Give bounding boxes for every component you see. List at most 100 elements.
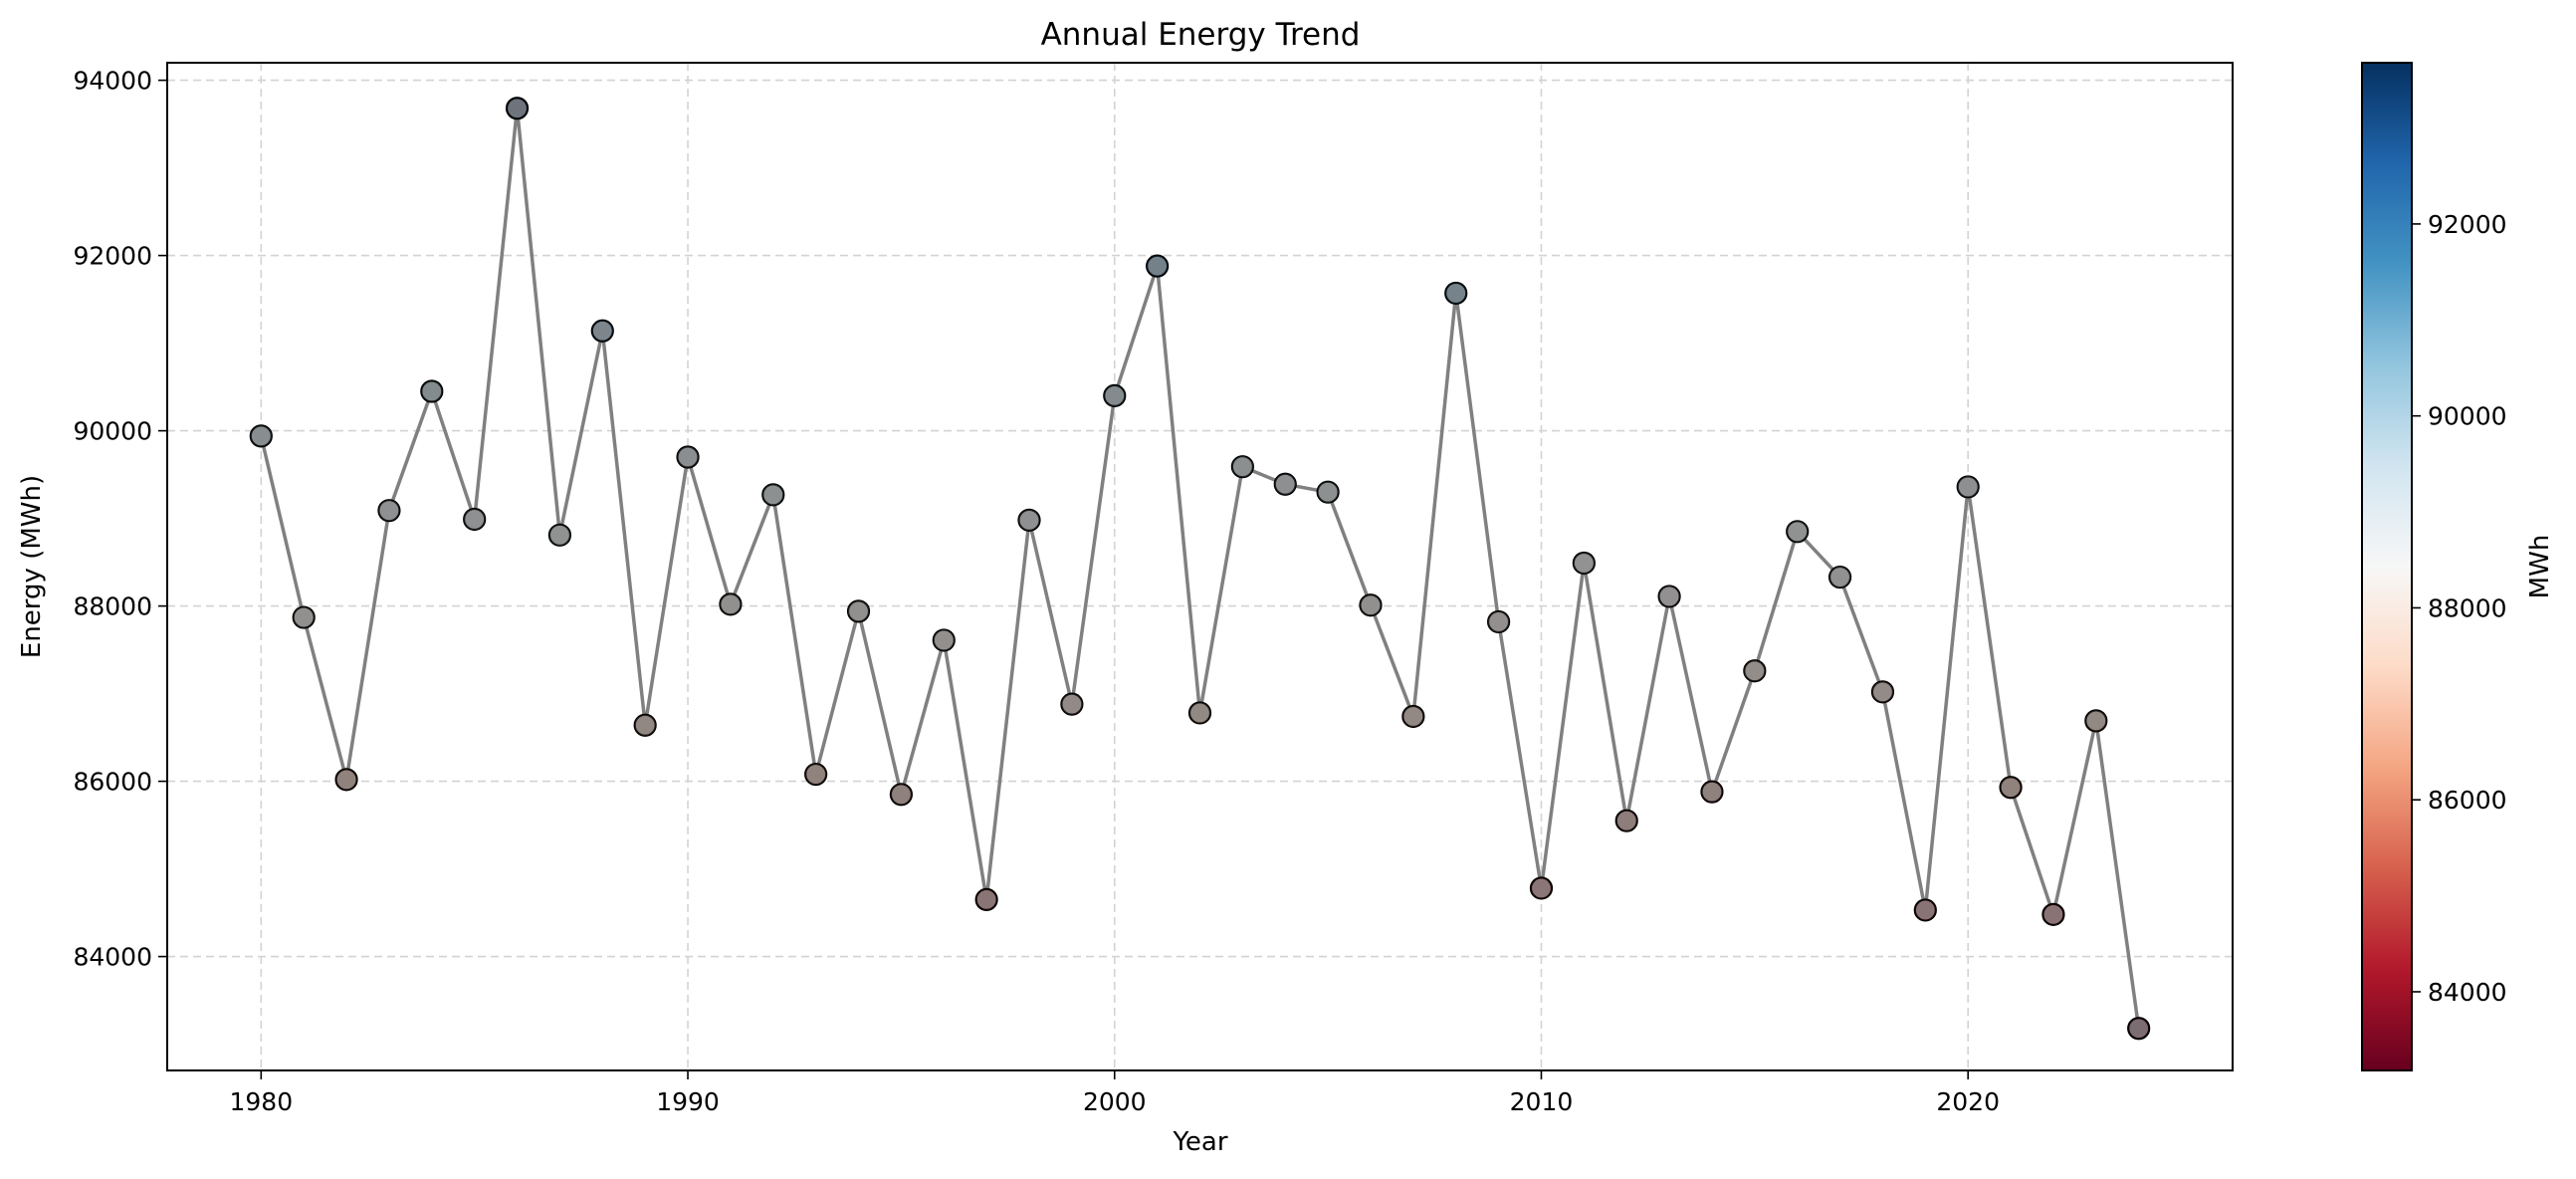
data-point	[1187, 701, 1212, 725]
data-point-tint	[1147, 255, 1169, 277]
data-point-tint	[1488, 610, 1510, 632]
y-axis-label: Energy (MWh)	[17, 475, 47, 658]
data-point-tint	[464, 508, 486, 530]
data-point	[1700, 780, 1724, 804]
data-point-tint	[1445, 282, 1467, 304]
data-point-tint	[2085, 710, 2107, 732]
data-point	[1614, 809, 1638, 832]
x-tick-label: 2000	[1083, 1087, 1147, 1116]
data-point-tint	[720, 593, 742, 615]
x-tick-label: 1980	[230, 1087, 294, 1116]
data-point-tint	[1829, 567, 1851, 589]
data-point	[1870, 680, 1895, 704]
data-point-tint	[1871, 681, 1893, 703]
data-point-tint	[1061, 693, 1083, 715]
data-point	[633, 713, 657, 737]
data-point-tint	[1615, 810, 1637, 831]
data-point-tint	[933, 629, 955, 651]
data-point-tint	[1360, 594, 1382, 616]
data-point	[676, 445, 700, 469]
plot-frame	[166, 62, 2234, 1071]
data-point	[292, 605, 316, 629]
data-point-tint	[1189, 702, 1210, 724]
data-point-tint	[890, 784, 912, 806]
data-point	[761, 483, 785, 507]
data-points	[249, 97, 2151, 1041]
x-axis-ticks: 1980 1990 2000 2010 2020	[230, 1070, 2000, 1116]
data-point-tint	[677, 446, 699, 468]
data-point-tint	[1018, 509, 1040, 531]
colorbar	[2361, 62, 2413, 1071]
data-point-tint	[378, 500, 400, 522]
data-point-tint	[591, 320, 613, 342]
data-point-tint	[1104, 384, 1126, 406]
data-point	[1017, 508, 1041, 532]
data-point	[1657, 585, 1681, 608]
data-point	[1572, 551, 1596, 576]
data-point-tint	[1402, 705, 1424, 727]
data-point	[1827, 565, 1852, 590]
data-point-tint	[634, 714, 656, 736]
data-point	[1103, 383, 1127, 407]
data-point-tint	[762, 484, 784, 506]
data-point-tint	[1914, 899, 1936, 921]
data-point-tint	[1701, 781, 1723, 803]
data-point	[974, 887, 998, 912]
data-point	[1146, 254, 1170, 278]
data-point	[249, 424, 273, 448]
colorbar-tick-label: 90000	[2428, 402, 2507, 431]
data-point	[1359, 593, 1383, 617]
y-tick-label: 86000	[73, 768, 152, 797]
data-point-tint	[1274, 473, 1296, 495]
series-line-layer	[259, 107, 2141, 1030]
data-point-tint	[1957, 476, 1979, 498]
y-tick-label: 92000	[73, 242, 152, 271]
chart-title: Annual Energy Trend	[1041, 17, 1361, 53]
data-point	[1273, 472, 1297, 496]
data-point	[1999, 776, 2023, 800]
data-point	[719, 592, 743, 616]
data-point-tint	[250, 425, 272, 447]
data-point	[2084, 709, 2108, 733]
data-point	[1487, 609, 1511, 634]
data-point	[2127, 1017, 2151, 1041]
data-point	[377, 499, 401, 523]
data-point	[1230, 455, 1254, 479]
data-point-tint	[1658, 586, 1680, 607]
data-point	[846, 599, 871, 623]
data-point-tint	[293, 606, 315, 628]
data-point	[1444, 281, 1468, 306]
colorbar-tick-label: 88000	[2428, 593, 2507, 622]
colorbar-label: MWh	[2525, 535, 2555, 599]
data-point-tint	[1787, 521, 1809, 543]
y-axis-ticks: 84000 86000 88000 90000 92000 94000	[73, 67, 167, 972]
data-point	[1401, 704, 1425, 729]
data-point	[804, 762, 828, 787]
data-point-tint	[2042, 903, 2064, 925]
y-tick-label: 88000	[73, 592, 152, 621]
x-axis-label: Year	[1172, 1127, 1227, 1157]
data-point-tint	[1317, 481, 1339, 503]
data-point-tint	[1530, 877, 1552, 899]
data-point	[334, 768, 358, 792]
data-point	[463, 507, 487, 532]
data-point	[1316, 480, 1340, 504]
data-point	[1529, 876, 1554, 900]
data-point-tint	[1744, 660, 1766, 682]
data-point	[1060, 692, 1084, 716]
x-tick-label: 2010	[1510, 1087, 1574, 1116]
data-point	[1956, 475, 1980, 499]
data-point-tint	[2000, 777, 2022, 799]
data-point-tint	[507, 98, 529, 119]
colorbar-tick-label: 86000	[2428, 786, 2507, 815]
colorbar-tick-label: 84000	[2428, 978, 2507, 1007]
y-tick-label: 94000	[73, 67, 152, 96]
data-point-tint	[848, 600, 870, 622]
y-tick-label: 90000	[73, 417, 152, 446]
colorbar-tick-label: 92000	[2428, 210, 2507, 239]
data-point	[590, 319, 614, 343]
x-tick-label: 2020	[1936, 1087, 2000, 1116]
data-point-tint	[335, 769, 357, 791]
